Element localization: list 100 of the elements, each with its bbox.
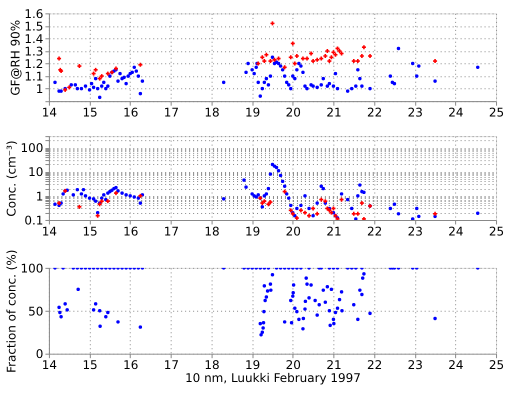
point <box>362 45 366 50</box>
x-tick-label: 24 <box>448 358 464 372</box>
y-tick-label: 100 <box>20 261 44 276</box>
point <box>138 194 142 198</box>
x-tick-label: 18 <box>204 106 220 120</box>
x-tick-label: 15 <box>82 106 98 120</box>
point <box>77 204 82 209</box>
point <box>329 210 334 215</box>
point <box>57 56 62 61</box>
point <box>329 55 334 60</box>
point <box>298 208 303 212</box>
x-tick-label: 17 <box>164 106 179 120</box>
point <box>288 208 293 212</box>
x-tick-label: 20 <box>286 106 301 120</box>
point <box>302 210 307 215</box>
x-tick-label: 14 <box>42 358 58 372</box>
point <box>311 59 316 64</box>
point <box>268 59 272 64</box>
point <box>362 216 366 220</box>
point <box>292 62 297 66</box>
x-tick-label: 19 <box>245 224 260 238</box>
x-tick-label: 17 <box>164 224 179 238</box>
x-tick-label: 21 <box>326 106 342 120</box>
y-tick-label: 1.1 <box>24 70 44 84</box>
x-tick-label: 16 <box>123 224 138 238</box>
point <box>315 212 320 216</box>
point <box>276 56 281 61</box>
point <box>323 54 328 58</box>
point <box>77 64 82 68</box>
point <box>294 54 299 58</box>
x-tick-label: 15 <box>82 358 98 372</box>
x-tick-label: 25 <box>488 224 504 238</box>
point <box>270 21 274 26</box>
point <box>331 50 336 54</box>
point <box>307 214 312 218</box>
x-tick-label: 19 <box>245 358 260 372</box>
point <box>433 59 438 64</box>
y-tick-label: 1 <box>36 82 44 96</box>
y-tick-label: 1 <box>36 189 44 204</box>
x-tick-label: 22 <box>366 358 382 372</box>
point <box>114 191 118 196</box>
x-tick-label: 23 <box>408 106 423 120</box>
point <box>282 190 287 194</box>
x-tick-label: 14 <box>42 106 58 120</box>
y-tick-label: 1.6 <box>24 6 44 21</box>
x-tick-label: 21 <box>326 358 342 372</box>
x-tick-label: 16 <box>123 106 138 120</box>
point <box>327 59 332 64</box>
point <box>260 55 264 60</box>
x-tick-label: 18 <box>204 358 220 372</box>
point <box>336 46 340 50</box>
point <box>272 58 276 62</box>
x-axis-title: 10 nm, Luukki February 1997 <box>185 371 361 386</box>
point <box>360 54 364 58</box>
point <box>294 216 299 220</box>
y-tick-label: 100 <box>20 141 44 156</box>
point <box>67 85 72 90</box>
point <box>311 206 316 210</box>
y-axis-title: Conc. (cm⁻³) <box>4 140 19 217</box>
point <box>309 52 314 56</box>
y-tick-label: 1.4 <box>24 32 44 46</box>
point <box>98 76 102 81</box>
point <box>331 206 336 210</box>
point <box>352 59 356 64</box>
point <box>433 212 438 216</box>
y-axis-title: Fraction of conc. (%) <box>4 250 19 373</box>
x-tick-label: 25 <box>488 358 504 372</box>
y-tick-label: 1.5 <box>24 19 44 34</box>
point <box>340 52 344 56</box>
point <box>96 214 100 218</box>
x-tick-label: 17 <box>164 358 179 372</box>
x-tick-label: 23 <box>408 224 423 238</box>
x-tick-label: 24 <box>448 106 464 120</box>
x-tick-label: 18 <box>204 224 220 238</box>
point <box>282 65 287 70</box>
x-tick-label: 24 <box>448 224 464 238</box>
y-tick-label: 0 <box>36 347 44 362</box>
y-tick-label: 10 <box>28 165 44 180</box>
point <box>106 72 110 76</box>
point <box>264 52 268 57</box>
point <box>356 212 360 216</box>
point <box>368 54 372 58</box>
point <box>356 59 360 64</box>
point <box>333 52 338 57</box>
x-tick-label: 22 <box>366 106 382 120</box>
x-tick-label: 21 <box>326 224 342 238</box>
point <box>262 59 266 64</box>
x-tick-label: 14 <box>42 224 58 238</box>
y-tick-label: 1.3 <box>24 44 44 58</box>
point <box>352 212 356 216</box>
x-tick-label: 23 <box>408 358 423 372</box>
point <box>94 68 98 72</box>
point <box>315 58 320 62</box>
point <box>300 56 305 61</box>
point <box>288 55 293 60</box>
x-tick-label: 20 <box>286 224 301 238</box>
point <box>338 48 342 53</box>
x-tick-label: 20 <box>286 358 301 372</box>
point <box>92 72 96 76</box>
point <box>305 56 310 61</box>
